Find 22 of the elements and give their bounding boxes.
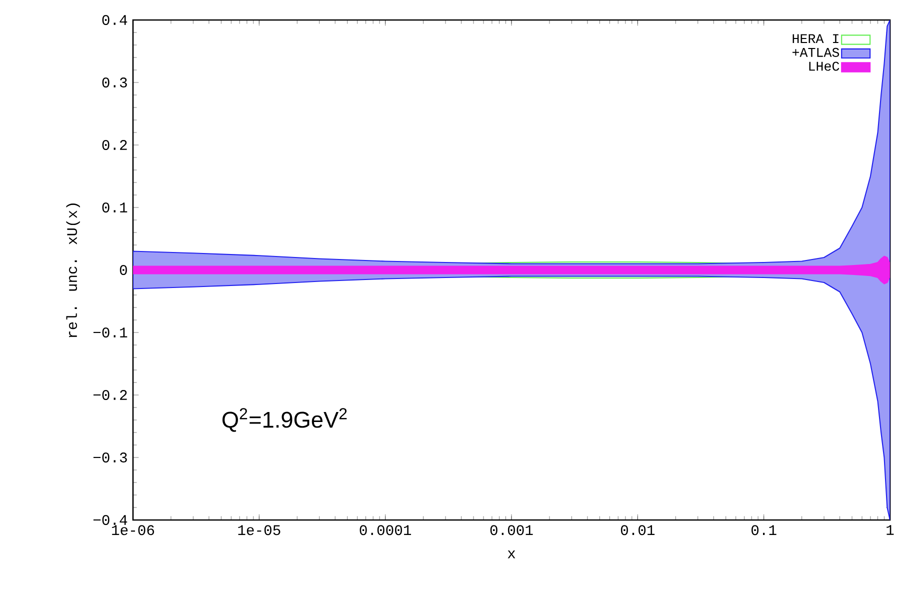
x-tick-label: 0.01 [620, 525, 655, 536]
x-tick-label: 0.0001 [360, 525, 412, 536]
x-axis-title: x [508, 550, 516, 558]
x-tick-label: 1 [886, 525, 894, 535]
y-tick-label: 0.3 [102, 78, 127, 88]
legend-label: LHeC [809, 62, 840, 71]
y-tick-label: −0.3 [93, 452, 127, 462]
legend-label: HERA I [792, 34, 838, 44]
y-tick-label: −0.4 [93, 515, 128, 525]
legend-label: +ATLAS [792, 48, 840, 57]
x-tick-label: 0.001 [490, 525, 533, 536]
y-tick-label: 0 [120, 265, 127, 275]
y-tick-label: −0.1 [93, 328, 128, 338]
y-tick-label: 0.4 [102, 15, 128, 25]
y-tick-label: 0.2 [102, 140, 127, 150]
y-tick-label: −0.2 [93, 390, 127, 400]
y-axis-title: rel. unc. xU(x) [66, 204, 80, 338]
x-tick-label: 0.1 [752, 525, 776, 536]
annotation: Q$^{2}$=1.9GeV$^{2}$ [222, 408, 347, 432]
x-tick-label: 1e-05 [238, 525, 280, 536]
x-tick-label: 1e-06 [112, 525, 154, 536]
y-tick-label: 0.1 [102, 202, 128, 212]
